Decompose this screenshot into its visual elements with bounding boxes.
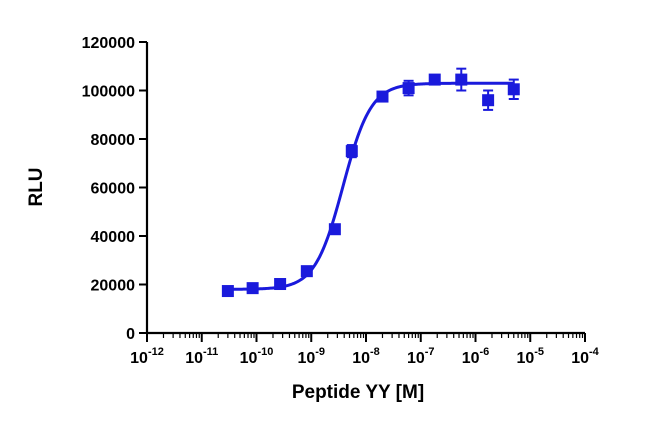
data-point-group [376, 90, 389, 103]
data-point-group [455, 67, 468, 92]
x-tick-label: 10-11 [185, 346, 218, 367]
data-point-marker [328, 223, 341, 236]
data-point-group [300, 265, 313, 278]
x-tick-label: 10-7 [407, 346, 435, 367]
data-point-group [402, 79, 415, 97]
y-tick-label: 120000 [82, 35, 135, 52]
y-tick-label: 100000 [82, 84, 135, 101]
data-point-group [246, 282, 259, 295]
x-axis-title: Peptide YY [M] [292, 382, 424, 403]
data-point-group [482, 89, 495, 111]
fit-curve [227, 81, 514, 291]
data-point-marker [376, 90, 389, 103]
data-point-group [345, 144, 358, 159]
y-tick-label: 60000 [91, 181, 136, 198]
y-axis-ticks: 0 20000 40000 60000 80000 100000 120000 [82, 35, 147, 343]
y-tick-label: 20000 [91, 278, 136, 295]
data-point-marker [345, 145, 358, 158]
y-axis-title: RLU [26, 167, 47, 206]
x-axis-ticks: 10-12 10-11 10-10 10-9 10-8 10-7 10-6 10-5 10-4 [130, 333, 600, 367]
data-point-marker [507, 83, 520, 96]
x-tick-label: 10-4 [571, 346, 599, 367]
y-tick-label: 40000 [91, 229, 136, 246]
data-point-marker [482, 94, 495, 107]
x-tick-label: 10-10 [240, 346, 274, 367]
y-tick-label: 0 [126, 326, 135, 343]
x-tick-label: 10-8 [352, 346, 380, 367]
x-tick-label: 10-6 [462, 346, 490, 367]
data-point-group [221, 285, 234, 298]
data-point-marker [221, 285, 234, 298]
data-point-group [507, 78, 520, 100]
x-tick-label: 10-9 [297, 346, 325, 367]
y-tick-label: 80000 [91, 132, 136, 149]
data-points-layer [221, 67, 520, 298]
data-point-marker [274, 278, 287, 291]
x-tick-label: 10-5 [516, 346, 544, 367]
data-point-marker [246, 282, 259, 295]
data-point-group [428, 73, 441, 86]
data-point-marker [428, 73, 441, 86]
x-tick-label: 10-12 [130, 346, 164, 367]
data-point-marker [402, 82, 415, 95]
fit-curve-layer [227, 81, 514, 291]
data-point-marker [455, 73, 468, 86]
data-point-marker [300, 265, 313, 278]
data-point-group [328, 223, 341, 236]
data-point-group [274, 278, 287, 291]
